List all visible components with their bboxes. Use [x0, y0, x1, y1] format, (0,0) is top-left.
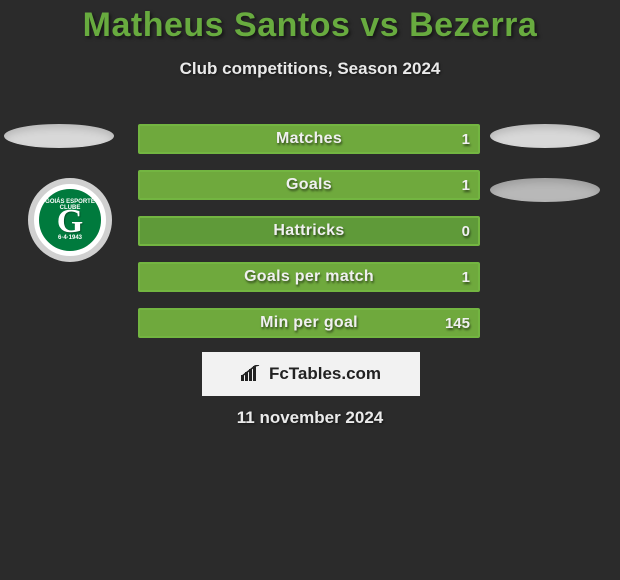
stat-row-hattricks: Hattricks 0: [138, 216, 480, 246]
fctables-logo: FcTables.com: [202, 352, 420, 396]
stat-value: 1: [462, 172, 470, 198]
player-photo-left-placeholder: [4, 124, 114, 148]
stat-label: Hattricks: [140, 218, 478, 244]
stat-label: Goals per match: [140, 264, 478, 290]
club-badge-inner: GOIÁS ESPORTE CLUBE G 6·4·1943: [39, 189, 101, 251]
stat-value: 1: [462, 126, 470, 152]
badge-letter: G: [57, 205, 83, 239]
bar-chart-icon: [241, 365, 263, 383]
stat-label: Min per goal: [140, 310, 478, 336]
stat-row-gpm: Goals per match 1: [138, 262, 480, 292]
stat-value: 145: [445, 310, 470, 336]
stat-row-mpg: Min per goal 145: [138, 308, 480, 338]
subtitle: Club competitions, Season 2024: [0, 59, 620, 79]
club-badge-left: GOIÁS ESPORTE CLUBE G 6·4·1943: [28, 178, 112, 262]
logo-text: FcTables.com: [269, 364, 381, 384]
stat-label: Goals: [140, 172, 478, 198]
stat-label: Matches: [140, 126, 478, 152]
club-badge-right-placeholder: [490, 178, 600, 202]
comparison-card: Matheus Santos vs Bezerra Club competiti…: [0, 0, 620, 580]
page-title: Matheus Santos vs Bezerra: [0, 0, 620, 45]
stat-value: 0: [462, 218, 470, 244]
badge-bottom-text: 6·4·1943: [58, 235, 82, 241]
stat-row-goals: Goals 1: [138, 170, 480, 200]
player-photo-right-placeholder: [490, 124, 600, 148]
stat-rows: Matches 1 Goals 1 Hattricks 0 Goals per …: [138, 124, 480, 354]
stat-value: 1: [462, 264, 470, 290]
stat-row-matches: Matches 1: [138, 124, 480, 154]
date-text: 11 november 2024: [0, 408, 620, 428]
